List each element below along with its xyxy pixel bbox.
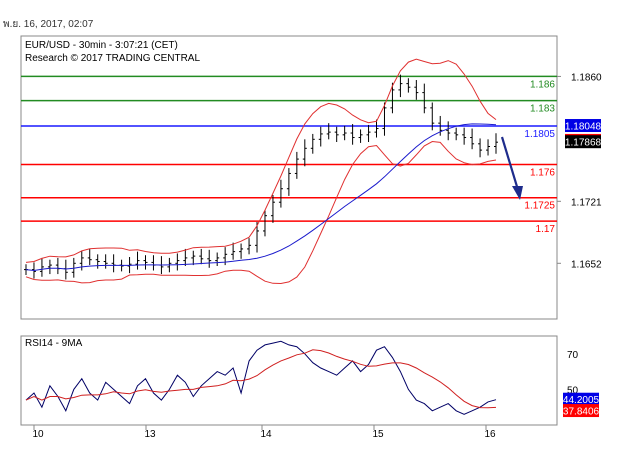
y-tick-label-1: 1.1721 xyxy=(571,197,602,208)
price-badge-2 xyxy=(565,135,601,149)
x-tick-label-4: 16 xyxy=(484,429,496,440)
rsi-value-label: 44.2005 xyxy=(563,395,600,406)
rsi-ma-line xyxy=(25,349,497,409)
bollinger-upper xyxy=(25,58,497,263)
x-tick-label-1: 13 xyxy=(144,429,156,440)
level-label-2: 1.1805 xyxy=(524,129,555,140)
y-tick-label-0: 1.1860 xyxy=(571,72,602,83)
level-label-3: 1.176 xyxy=(530,167,555,178)
level-label-1: 1.183 xyxy=(530,104,555,115)
rsi-tick-label-1: 50 xyxy=(567,385,579,396)
moving-average xyxy=(25,123,497,272)
price-badge-0 xyxy=(565,119,601,133)
price-badge-label-0: 1.18048 xyxy=(565,122,602,133)
bollinger-lower xyxy=(25,140,497,285)
x-tick-label-0: 10 xyxy=(32,429,44,440)
rsi-line xyxy=(25,340,497,415)
forecast-arrow xyxy=(500,136,523,200)
level-label-4: 1.1725 xyxy=(524,201,555,212)
level-label-0: 1.186 xyxy=(530,79,555,90)
rsi-panel xyxy=(20,335,558,426)
chart-subtitle: Research © 2017 TRADING CENTRAL xyxy=(25,53,200,64)
timestamp: พ.ย. 16, 2017, 02:07 xyxy=(3,19,94,30)
x-tick-label-2: 14 xyxy=(260,429,272,440)
level-label-5: 1.17 xyxy=(536,224,556,235)
y-tick-label-2: 1.1652 xyxy=(571,259,602,270)
chart-title: EUR/USD - 30min - 3:07:21 (CET) xyxy=(25,40,178,51)
rsi-value-badge xyxy=(563,392,599,406)
rsi-ma-badge xyxy=(563,404,599,418)
price-badge-label-2: 1.17868 xyxy=(565,138,602,149)
rsi-ma-label: 37.8406 xyxy=(563,407,600,418)
x-tick-label-3: 15 xyxy=(372,429,384,440)
rsi-label: RSI14 - 9MA xyxy=(25,338,83,349)
rsi-tick-label-0: 70 xyxy=(567,350,579,361)
